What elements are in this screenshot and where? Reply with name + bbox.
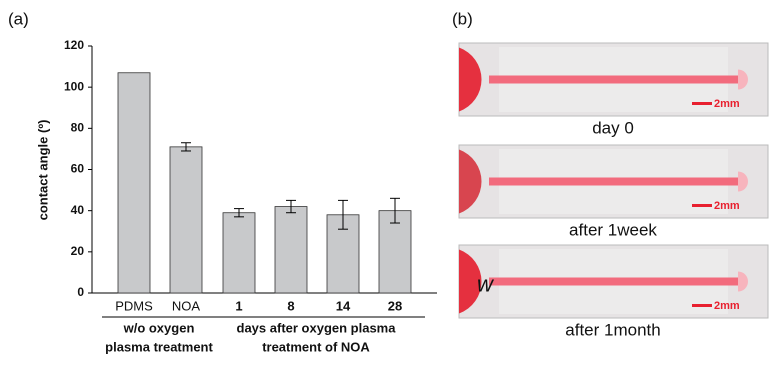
- channel: [489, 277, 743, 286]
- y-tick-label: 0: [77, 285, 84, 299]
- photo: 2mm: [458, 42, 769, 117]
- y-tick-label: 20: [71, 244, 85, 258]
- error-bar: [390, 197, 400, 224]
- scale-label: 2mm: [714, 200, 740, 212]
- group-label: days after oxygen plasma: [237, 320, 397, 335]
- y-tick-label: 80: [71, 121, 85, 135]
- y-tick-label: 100: [64, 79, 84, 93]
- scale-label: 2mm: [714, 98, 740, 110]
- reservoir: [459, 47, 482, 112]
- bar: [378, 210, 412, 294]
- photo-caption: day 0: [592, 118, 634, 137]
- reservoir-right: [738, 69, 748, 90]
- group-label: w/o oxygen: [123, 320, 195, 335]
- marker-w: w: [477, 271, 495, 296]
- photo-caption: after 1week: [569, 220, 657, 239]
- reservoir-right: [738, 171, 748, 192]
- panel-label: (a): [8, 9, 29, 28]
- error-bar: [234, 208, 244, 218]
- x-tick-label: NOA: [172, 298, 201, 313]
- scale-label: 2mm: [714, 300, 740, 312]
- x-tick-label: 14: [336, 298, 351, 313]
- y-tick-label: 60: [71, 162, 85, 176]
- channel: [489, 177, 743, 186]
- y-tick-label: 120: [64, 38, 84, 52]
- x-tick-label: 1: [235, 298, 242, 313]
- panel-label: (b): [452, 9, 473, 28]
- bar: [274, 206, 308, 294]
- bar: [222, 212, 256, 294]
- y-axis-label: contact angle (º): [35, 120, 50, 221]
- group-label: plasma treatment: [105, 339, 213, 354]
- reservoir: [459, 249, 482, 314]
- group-label: treatment of NOA: [262, 339, 370, 354]
- error-bar: [286, 199, 296, 214]
- channel: [489, 75, 743, 84]
- bar: [117, 72, 151, 294]
- photo: w 2mm: [458, 244, 769, 319]
- reservoir: [459, 149, 482, 214]
- photo-caption: after 1month: [565, 320, 660, 339]
- x-tick-label: 8: [287, 298, 294, 313]
- scale-bar: [692, 304, 712, 307]
- bar: [169, 146, 203, 294]
- y-tick-label: 40: [71, 203, 85, 217]
- photo: 2mm: [458, 144, 769, 219]
- x-tick-label: PDMS: [115, 298, 153, 313]
- scale-bar: [692, 204, 712, 207]
- reservoir-right: [738, 271, 748, 292]
- scale-bar: [692, 102, 712, 105]
- x-tick-label: 28: [388, 298, 402, 313]
- error-bar: [181, 142, 191, 152]
- error-bar: [338, 199, 348, 230]
